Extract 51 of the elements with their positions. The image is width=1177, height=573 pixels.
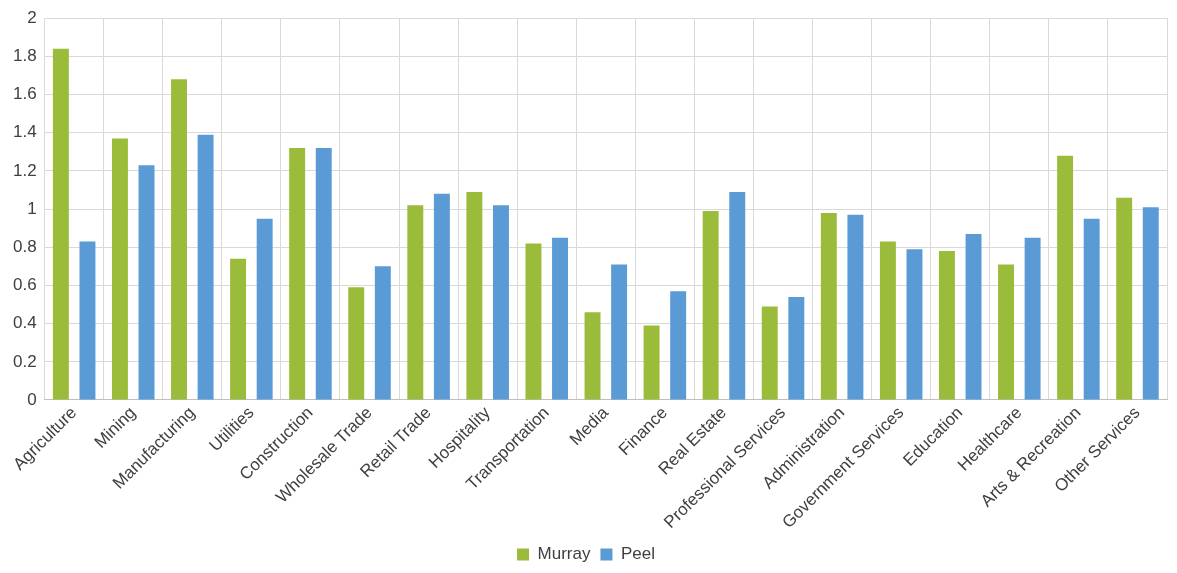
bar (256, 218, 273, 400)
bar (466, 191, 483, 400)
bar (729, 191, 746, 400)
bar (111, 138, 128, 400)
bar (643, 325, 660, 400)
bar (552, 237, 569, 400)
y-tick-label: 0.6 (12, 275, 37, 295)
y-tick-label: 0 (27, 389, 37, 409)
legend-label: Peel (620, 544, 655, 564)
y-tick-label: 1.2 (12, 160, 37, 180)
y-tick-label: 1 (27, 198, 37, 218)
bar (1142, 207, 1159, 400)
y-tick-label: 1.8 (12, 46, 37, 66)
bar (965, 233, 982, 400)
bar (197, 134, 214, 400)
bar (847, 214, 864, 400)
bar (289, 148, 306, 400)
bar (938, 251, 955, 400)
y-tick-label: 1.4 (12, 122, 37, 142)
bar (1083, 218, 1100, 400)
bar (820, 212, 837, 400)
bar (79, 241, 96, 400)
bar (1116, 197, 1133, 400)
bar (788, 296, 805, 400)
bar (492, 205, 509, 400)
bar (1024, 237, 1041, 400)
y-tick-label: 0.4 (12, 313, 37, 333)
bar (906, 249, 923, 400)
bar (230, 258, 247, 400)
bar (611, 264, 628, 400)
bar (374, 266, 391, 400)
bar (138, 165, 155, 400)
bar (584, 312, 601, 400)
bar (171, 79, 187, 400)
bar (998, 264, 1014, 400)
y-tick-label: 0.8 (12, 236, 37, 256)
bar (315, 148, 332, 400)
bar (879, 241, 896, 400)
bar (702, 211, 719, 400)
y-tick-label: 1.6 (12, 84, 37, 104)
bar (433, 193, 450, 400)
bar (348, 287, 365, 400)
bar (52, 48, 69, 400)
legend-label: Murray (537, 544, 591, 564)
y-tick-label: 0.2 (12, 351, 37, 371)
bar (761, 306, 778, 400)
bar (670, 291, 687, 400)
y-tick-label: 2 (27, 7, 37, 27)
bar (1057, 155, 1074, 400)
bar (407, 205, 424, 400)
bar (525, 243, 542, 400)
